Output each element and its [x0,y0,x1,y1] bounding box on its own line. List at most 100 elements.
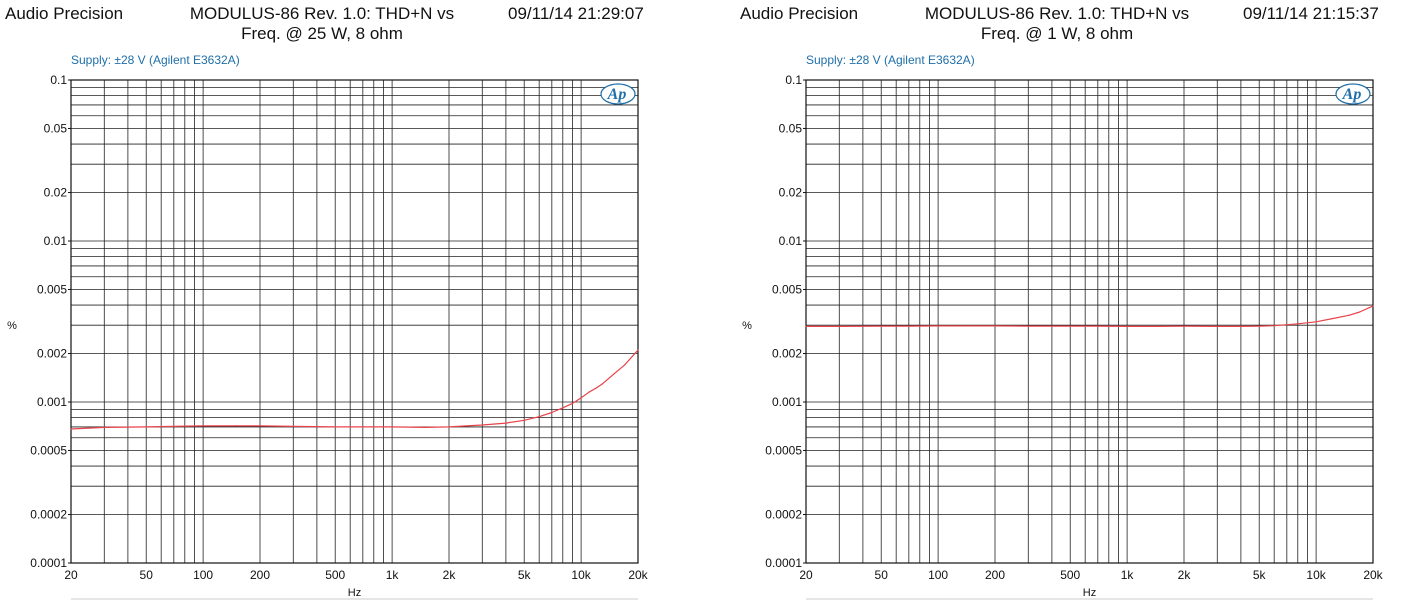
chart-title-line2: Freq. @ 25 W, 8 ohm [241,24,403,43]
thd-data-point [1372,305,1374,307]
x-tick-label: 20k [1363,568,1383,582]
x-tick-label: 50 [140,568,154,582]
chart-panel-25w: Audio Precision MODULUS-86 Rev. 1.0: THD… [0,0,700,600]
thd-data-point [448,426,450,428]
x-tick-label: 20 [64,568,78,582]
y-tick-label: 0.0005 [30,443,67,457]
y-tick-label: 0.01 [44,234,68,248]
thd-data-point [1027,325,1029,327]
y-tick-label: 0.02 [779,186,803,200]
chart-title-line1: MODULUS-86 Rev. 1.0: THD+N vs [924,4,1190,23]
thd-data-point [235,425,237,427]
y-axis-label: % [7,320,17,332]
supply-annotation: Supply: ±28 V (Agilent E3632A) [806,53,975,67]
x-tick-label: 5k [1253,568,1267,582]
x-tick-label: 2k [443,568,457,582]
y-tick-label: 0.002 [772,347,802,361]
y-tick-label: 0.0005 [765,443,802,457]
thd-data-point [1183,325,1185,327]
thd-data-point [624,364,626,366]
x-axis-label: Hz [1083,587,1096,599]
thd-data-point [580,397,582,399]
thd-data-point [562,407,564,409]
thd-data-point [173,425,175,427]
thd-data-point [1216,325,1218,327]
y-tick-label: 0.1 [50,73,67,87]
y-tick-label: 0.001 [772,395,802,409]
thd-data-point [1258,325,1260,327]
x-axis-label: Hz [348,587,361,599]
thd-data-point [1286,324,1288,326]
chart-title: MODULUS-86 Rev. 1.0: THD+N vs Freq. @ 1 … [907,4,1207,44]
thd-data-point [838,325,840,327]
x-tick-label: 500 [325,568,345,582]
x-tick-label: 20 [799,568,813,582]
y-tick-label: 0.005 [772,282,802,296]
thd-data-point [880,325,882,327]
thd-data-point [595,387,597,389]
thd-data-point [637,349,639,351]
ap-logo-icon [600,83,636,105]
thd-data-point [202,425,204,427]
y-tick-label: 0.02 [44,186,68,200]
ap-logo-icon [1335,83,1371,105]
thd-data-point [937,325,939,327]
thd-data-point [538,416,540,418]
thd-data-point [994,325,996,327]
thd-series-line [806,305,1374,327]
timestamp: 09/11/14 21:15:37 [1243,4,1379,23]
thd-data-point [571,402,574,404]
thd-data-point [602,383,604,385]
y-tick-label: 0.1 [785,73,802,87]
y-tick-label: 0.005 [37,282,67,296]
thd-data-point [588,391,590,393]
thd-plot: 0.0001 0.0002 0.0005 0.001 0.002 0.005 0.01 0.0… [7,73,649,600]
chart-panel-1w: Audio Precision MODULUS-86 Rev. 1.0: THD… [735,0,1401,600]
x-tick-label: 100 [928,568,948,582]
thd-data-point [1240,325,1242,327]
x-tick-label: 2k [1178,568,1192,582]
x-tick-label: 1k [386,568,400,582]
thd-data-point [1348,314,1350,316]
supply-annotation: Supply: ±28 V (Agilent E3632A) [71,53,240,67]
thd-data-point [481,424,483,426]
x-tick-label: 200 [250,568,270,582]
thd-data-point [145,426,147,428]
thd-data-point [908,325,910,327]
thd-data-point [551,411,553,414]
y-tick-label: 0.0002 [765,508,802,522]
x-tick-label: 200 [985,568,1005,582]
thd-data-point [1097,325,1099,327]
thd-data-point [523,419,525,421]
chart-title-line2: Freq. @ 1 W, 8 ohm [980,24,1134,43]
y-axis-label: % [742,320,752,332]
y-tick-label: 0.05 [779,121,803,135]
thd-data-point [613,373,616,375]
thd-data-point [805,325,807,327]
thd-data-point [424,426,426,428]
thd-data-point [334,426,336,428]
ap-logo-text: Ap [607,86,627,103]
brand-label: Audio Precision [740,4,859,23]
y-tick-label: 0.01 [779,234,803,248]
thd-data-point [1069,325,1071,327]
y-tick-label: 0.05 [44,121,68,135]
thd-data-point [1315,321,1317,323]
brand-label: Audio Precision [5,4,124,23]
thd-data-point [1359,311,1361,313]
x-tick-label: 500 [1060,568,1080,582]
thd-data-point [103,426,105,428]
thd-series-line [70,349,639,430]
x-tick-label: 100 [193,568,213,582]
x-tick-label: 10k [571,568,591,582]
thd-data-point [362,426,364,428]
thd-data-point [1126,325,1128,327]
y-tick-label: 0.002 [37,347,67,361]
thd-data-point [1159,325,1161,327]
chart-title-line1: MODULUS-86 Rev. 1.0: THD+N vs [189,4,455,23]
thd-data-point [970,325,972,327]
x-tick-label: 10k [1306,568,1326,582]
thd-data-point [70,428,72,430]
x-tick-label: 1k [1121,568,1135,582]
thd-data-point [1330,318,1332,320]
